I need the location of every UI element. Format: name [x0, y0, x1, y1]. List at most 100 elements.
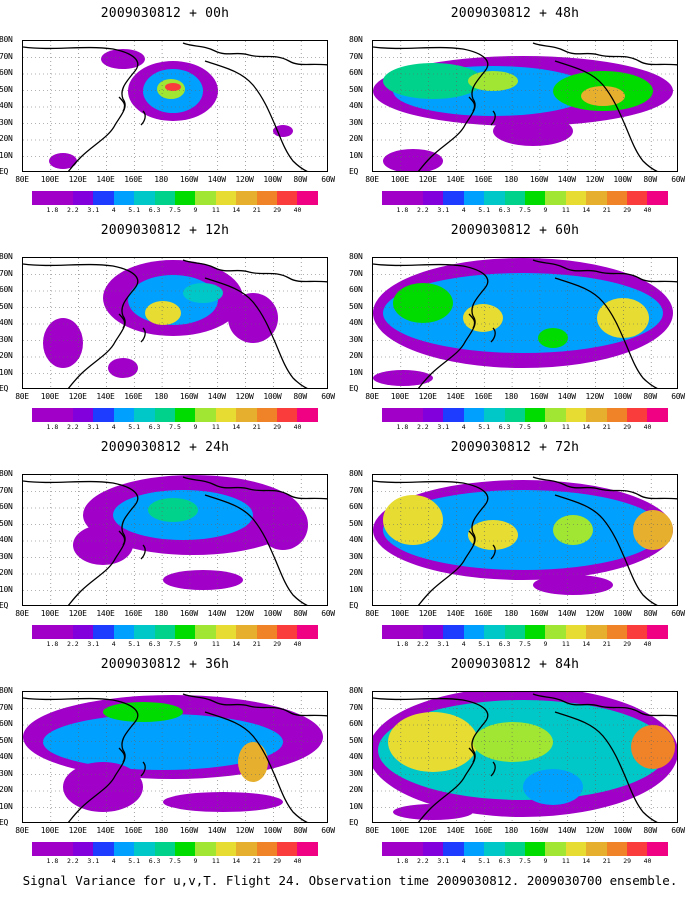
latitude-tick-label: 70N [349, 51, 363, 61]
longitude-tick-label: 120W [585, 609, 604, 618]
variance-contour-region [383, 149, 443, 171]
longitude-tick-label: 160E [474, 392, 493, 401]
colorbar-tick-label: 21 [252, 857, 261, 865]
variance-contour-region [631, 725, 675, 769]
colorbar-tick-label: 40 [643, 640, 652, 648]
longitude-tick-label: 80W [643, 175, 657, 184]
colorbar-swatch [504, 191, 525, 205]
latitude-tick-label: 50N [0, 518, 13, 528]
colorbar-swatch [297, 191, 318, 205]
panel-title: 2009030812 + 60h [450, 223, 580, 238]
colorbar-tick-label: 29 [273, 206, 282, 214]
latitude-tick-label: 40N [0, 318, 13, 327]
colorbar-tick-label: 1.8 [396, 857, 409, 865]
coastline [532, 693, 677, 717]
colorbar-swatch [154, 191, 175, 205]
latitude-tick-label: 60N [349, 719, 363, 728]
longitude-tick-label: 80W [643, 826, 657, 835]
longitude-tick-label: 100W [613, 175, 632, 184]
colorbar-tick-label: 14 [582, 857, 591, 865]
latitude-tick-label: 50N [0, 301, 13, 311]
colorbar-swatch [113, 625, 135, 639]
longitude-tick-label: 140E [446, 392, 465, 401]
colorbar-tick-label: 7.5 [519, 206, 531, 214]
latitude-tick-label: 20N [0, 568, 13, 577]
colorbar-swatch [134, 408, 155, 422]
colorbar-tick-label: 21 [602, 640, 611, 648]
longitude-tick-label: 120W [235, 609, 254, 618]
colorbar-swatch [504, 842, 525, 856]
colorbar-tick-label: 6.3 [498, 206, 511, 214]
colorbar-swatch [297, 408, 318, 422]
longitude-tick-label: 160W [179, 609, 198, 618]
latitude-tick-label: 20N [0, 785, 13, 794]
colorbar-swatch [484, 842, 505, 856]
latitude-tick-label: EQ [0, 818, 9, 827]
colorbar-tick-label: 21 [602, 857, 611, 865]
variance-contour-region [533, 575, 613, 595]
panel-title: 2009030812 + 36h [100, 657, 230, 672]
longitude-tick-label: 60W [671, 826, 685, 835]
variance-map-svg [23, 692, 327, 822]
colorbar-tick-label: 2.2 [66, 857, 79, 865]
longitude-tick-label: 160E [124, 609, 143, 618]
colorbar-tick-label: 40 [293, 206, 302, 214]
colorbar-swatch [236, 191, 257, 205]
longitude-tick-label: 80E [15, 175, 29, 184]
colorbar-tick-label: 6.3 [498, 640, 511, 648]
colorbar-tick-label: 11 [561, 857, 570, 865]
colorbar-swatch [195, 842, 216, 856]
colorbar-tick-label: 3.1 [87, 206, 100, 214]
colorbar-swatch [463, 408, 485, 422]
colorbar-tick-label: 29 [623, 857, 632, 865]
colorbar-tick-label: 11 [211, 206, 220, 214]
latitude-tick-label: 50N [349, 84, 363, 94]
latitude-tick-label: 40N [349, 318, 363, 327]
variance-contour-region [103, 702, 183, 722]
colorbar-swatch [565, 625, 587, 639]
latitude-tick-label: EQ [0, 167, 9, 176]
colorbar [382, 842, 668, 856]
latitude-tick-label: 40N [349, 752, 363, 761]
colorbar-tick-label: 5.1 [128, 640, 141, 648]
colorbar-tick-label: 2.2 [416, 857, 429, 865]
colorbar-swatch [443, 842, 464, 856]
colorbar-swatch [256, 625, 278, 639]
colorbar [382, 408, 668, 422]
colorbar-tick-label: 29 [623, 206, 632, 214]
colorbar-tick-label: 29 [273, 857, 282, 865]
colorbar-swatch [174, 408, 196, 422]
colorbar-swatch [32, 408, 53, 422]
coastline [468, 747, 476, 763]
colorbar-tick-label: 40 [293, 423, 302, 431]
coastline [23, 46, 139, 171]
colorbar-swatch [297, 625, 318, 639]
colorbar-swatch [236, 625, 257, 639]
colorbar-tick-label: 21 [602, 423, 611, 431]
colorbar-tick-label: 1.8 [396, 206, 409, 214]
colorbar-swatch [443, 408, 464, 422]
colorbar-swatch [524, 842, 546, 856]
colorbar-tick-label: 3.1 [437, 206, 450, 214]
coastline [468, 530, 476, 546]
colorbar-swatch [565, 191, 587, 205]
panel-title: 2009030812 + 00h [100, 6, 230, 21]
variance-contour-region [228, 293, 278, 343]
longitude-tick-label: 80E [365, 826, 379, 835]
longitude-tick-label: 140W [207, 609, 226, 618]
coastline [468, 96, 476, 112]
colorbar-tick-label: 6.3 [498, 423, 511, 431]
map-area [22, 474, 328, 606]
coastline [118, 96, 126, 112]
latitude-tick-label: 20N [349, 134, 363, 143]
colorbar [32, 625, 318, 639]
latitude-tick-label: EQ [0, 384, 9, 393]
colorbar-swatch [52, 408, 73, 422]
coastline [373, 480, 489, 605]
longitude-tick-label: 60W [321, 609, 335, 618]
colorbar-tick-label: 2.2 [416, 423, 429, 431]
colorbar-swatch [504, 625, 525, 639]
colorbar-swatch [402, 625, 423, 639]
variance-contour-region [43, 318, 83, 368]
coastline [182, 693, 327, 717]
